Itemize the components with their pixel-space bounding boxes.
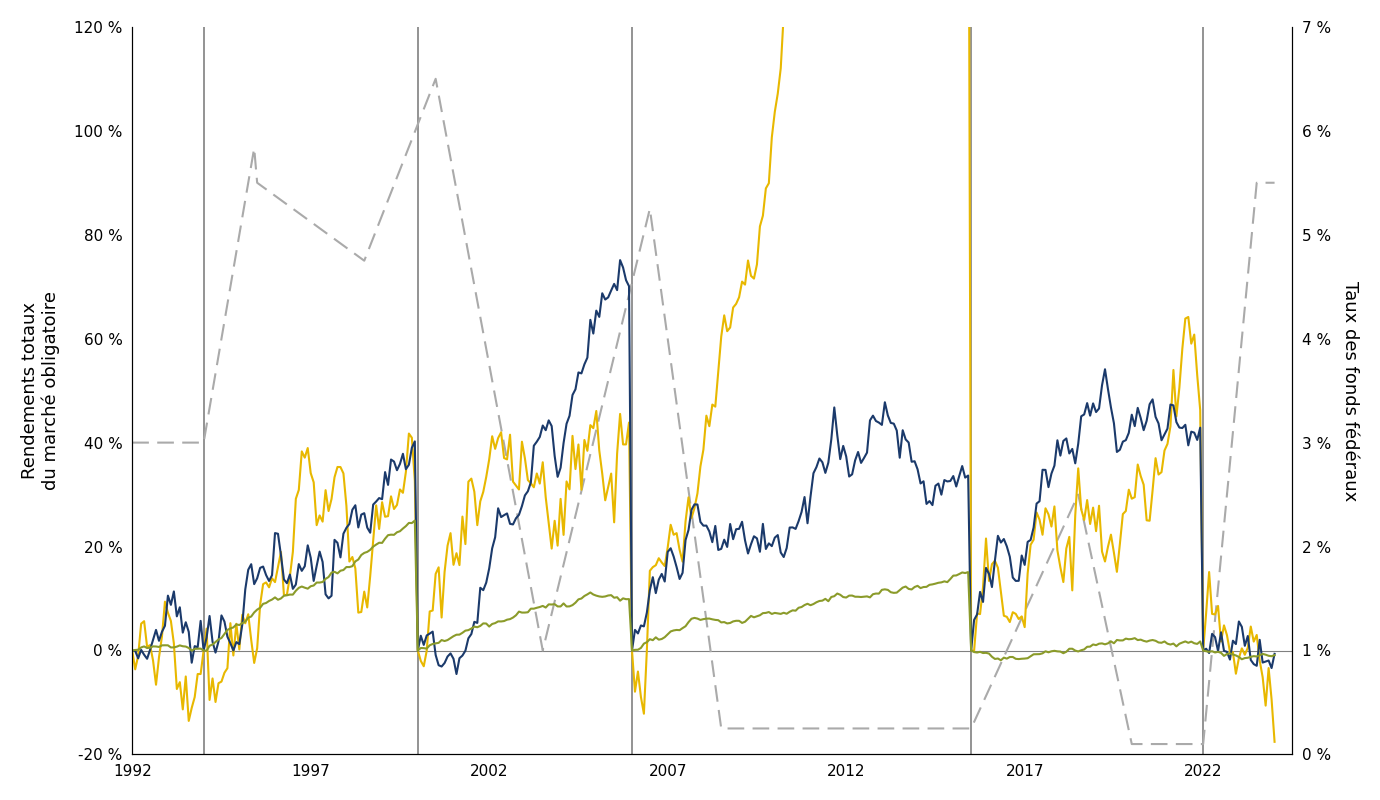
Y-axis label: Taux des fonds fédéraux: Taux des fonds fédéraux [1341,281,1359,501]
Y-axis label: Rendements totaux
du marché obligatoire: Rendements totaux du marché obligatoire [21,291,61,490]
